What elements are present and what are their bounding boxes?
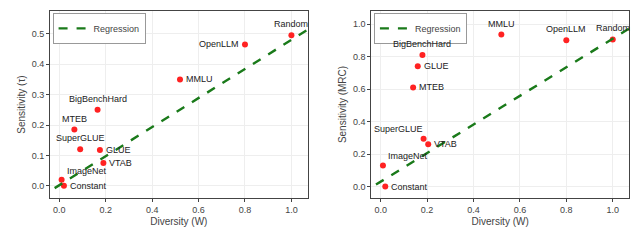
svg-text:MMLU: MMLU <box>186 74 213 84</box>
svg-text:0.8: 0.8 <box>239 205 252 215</box>
svg-text:Random: Random <box>274 19 308 29</box>
svg-text:SuperGLUE: SuperGLUE <box>374 124 423 134</box>
svg-text:MTEB: MTEB <box>419 82 444 92</box>
svg-text:0.2: 0.2 <box>353 149 366 159</box>
svg-text:Constant: Constant <box>70 181 107 191</box>
svg-text:Diversity (W): Diversity (W) <box>472 216 529 227</box>
svg-text:0.2: 0.2 <box>421 205 434 215</box>
svg-text:1.0: 1.0 <box>353 19 366 29</box>
svg-text:0.6: 0.6 <box>353 84 366 94</box>
svg-text:Regression: Regression <box>415 24 461 34</box>
svg-text:0.4: 0.4 <box>146 205 159 215</box>
svg-text:0.4: 0.4 <box>32 59 45 69</box>
svg-text:Regression: Regression <box>94 24 140 34</box>
svg-text:ImageNet: ImageNet <box>388 151 428 161</box>
svg-text:0.1: 0.1 <box>32 151 45 161</box>
svg-text:0.2: 0.2 <box>32 120 45 130</box>
svg-text:MTEB: MTEB <box>62 114 87 124</box>
svg-text:0.0: 0.0 <box>32 181 45 191</box>
svg-text:Random: Random <box>596 23 630 33</box>
svg-text:OpenLLM: OpenLLM <box>199 39 239 49</box>
svg-text:Sensitivity (MRC): Sensitivity (MRC) <box>337 66 348 143</box>
svg-text:Diversity (W): Diversity (W) <box>150 216 207 227</box>
svg-text:0.4: 0.4 <box>353 117 366 127</box>
svg-text:0.4: 0.4 <box>467 205 480 215</box>
svg-text:0.6: 0.6 <box>514 205 527 215</box>
svg-text:OpenLLM: OpenLLM <box>546 24 586 34</box>
svg-text:0.6: 0.6 <box>192 205 205 215</box>
svg-text:0.0: 0.0 <box>53 205 66 215</box>
svg-text:GLUE: GLUE <box>424 61 449 71</box>
svg-text:Sensitivity (τ): Sensitivity (τ) <box>16 75 27 133</box>
svg-text:0.5: 0.5 <box>32 29 45 39</box>
svg-text:BigBenchHard: BigBenchHard <box>393 39 451 49</box>
svg-text:0.0: 0.0 <box>353 182 366 192</box>
svg-text:0.8: 0.8 <box>353 52 366 62</box>
svg-text:1.0: 1.0 <box>606 205 619 215</box>
svg-text:ImageNet: ImageNet <box>67 166 107 176</box>
svg-text:1.0: 1.0 <box>285 205 298 215</box>
svg-text:MMLU: MMLU <box>488 19 515 29</box>
svg-text:VTAB: VTAB <box>434 139 457 149</box>
svg-text:0.2: 0.2 <box>99 205 112 215</box>
svg-text:BigBenchHard: BigBenchHard <box>69 94 127 104</box>
svg-text:0.8: 0.8 <box>560 205 573 215</box>
svg-text:0.3: 0.3 <box>32 90 45 100</box>
svg-text:GLUE: GLUE <box>106 145 131 155</box>
svg-text:Constant: Constant <box>391 182 428 192</box>
svg-text:VTAB: VTAB <box>109 158 132 168</box>
svg-text:SuperGLUE: SuperGLUE <box>56 133 105 143</box>
svg-text:0.0: 0.0 <box>374 205 387 215</box>
